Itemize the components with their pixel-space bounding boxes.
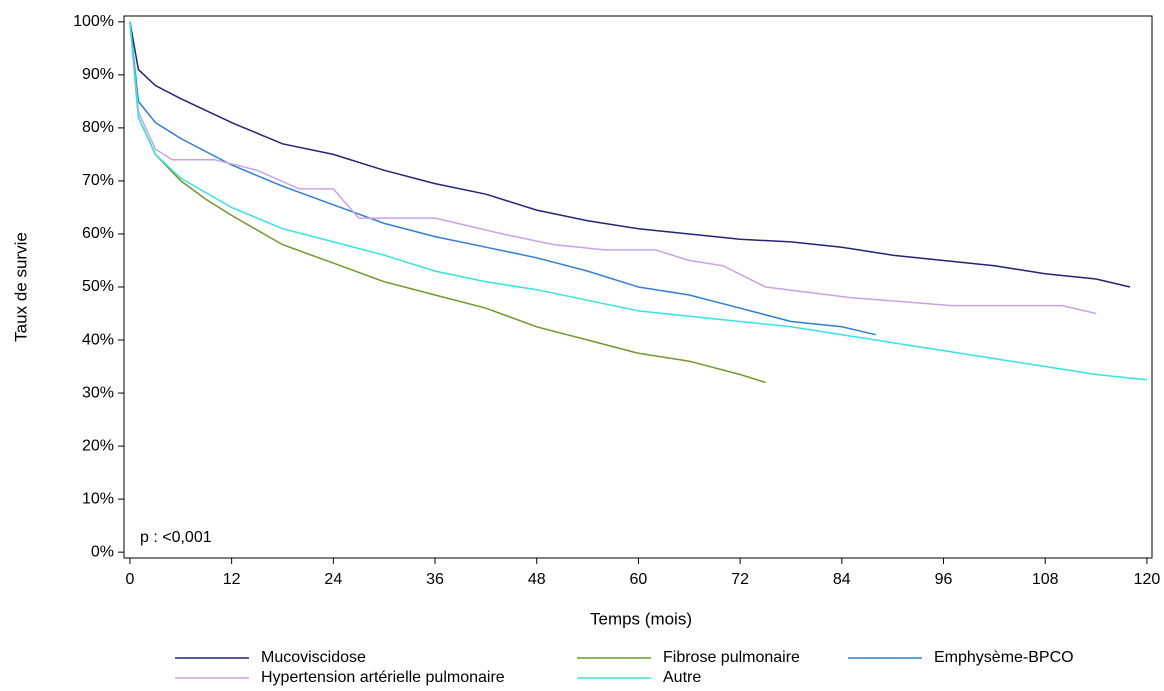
survival-curve xyxy=(129,21,1097,315)
x-tick-label: 12 xyxy=(223,571,241,588)
legend-label: Mucoviscidose xyxy=(261,649,366,666)
x-tick-label: 72 xyxy=(731,571,749,588)
survival-curve xyxy=(129,21,1131,288)
y-tick-label: 70% xyxy=(82,172,114,189)
y-tick-label: 90% xyxy=(82,66,114,83)
y-tick-label: 20% xyxy=(82,437,114,454)
x-tick-label: 48 xyxy=(528,571,546,588)
legend-label: Emphysème-BPCO xyxy=(934,649,1074,666)
survival-curve xyxy=(129,21,876,336)
x-axis-label: Temps (mois) xyxy=(590,609,692,628)
x-tick-label: 84 xyxy=(833,571,851,588)
y-tick-label: 10% xyxy=(82,490,114,507)
y-axis-label: Taux de survie xyxy=(11,232,30,342)
x-tick-label: 108 xyxy=(1032,571,1059,588)
x-tick-label: 96 xyxy=(935,571,953,588)
x-tick-label: 36 xyxy=(426,571,444,588)
x-tick-label: 60 xyxy=(630,571,648,588)
y-tick-label: 80% xyxy=(82,119,114,136)
y-tick-label: 60% xyxy=(82,225,114,242)
x-tick-label: 120 xyxy=(1134,571,1161,588)
legend-label: Autre xyxy=(663,669,701,686)
y-tick-label: 50% xyxy=(82,278,114,295)
survival-curve xyxy=(129,21,1147,381)
y-tick-label: 100% xyxy=(73,13,114,30)
y-tick-label: 0% xyxy=(91,543,114,560)
x-tick-label: 24 xyxy=(324,571,342,588)
legend-label: Hypertension artérielle pulmonaire xyxy=(261,669,505,686)
annotation: p : <0,001 xyxy=(140,529,212,546)
y-tick-label: 40% xyxy=(82,331,114,348)
x-tick-label: 0 xyxy=(125,571,134,588)
survival-curve xyxy=(129,21,766,384)
y-tick-label: 30% xyxy=(82,384,114,401)
legend-label: Fibrose pulmonaire xyxy=(663,649,800,666)
